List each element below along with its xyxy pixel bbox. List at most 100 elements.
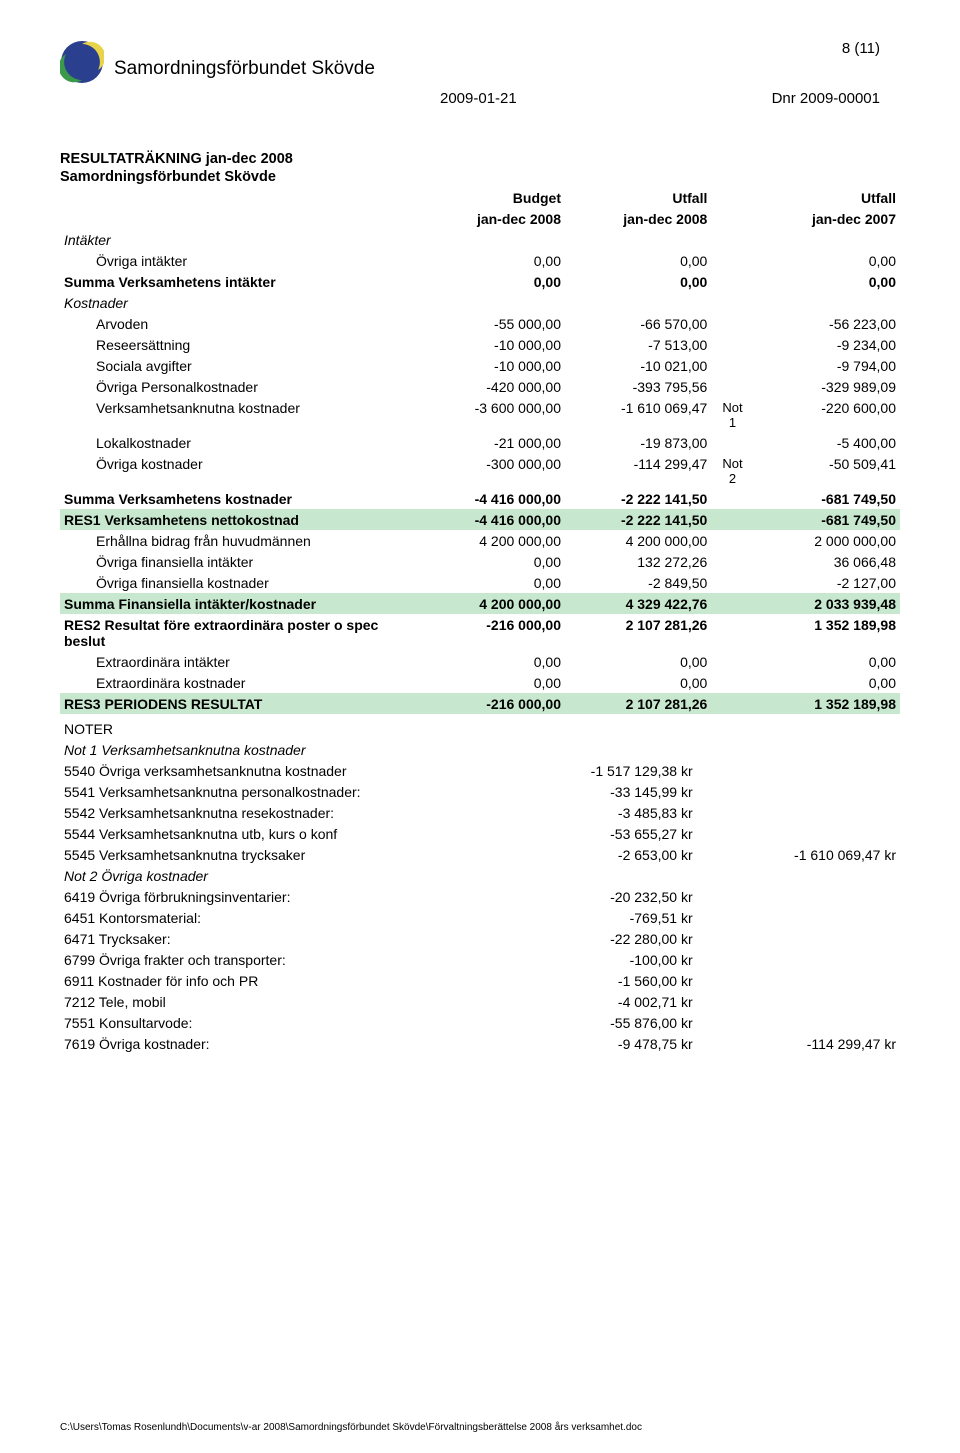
row-c1: -216 000,00 (418, 614, 565, 651)
row-c3: 0,00 (754, 271, 900, 292)
row-note (711, 593, 753, 614)
row-label: Arvoden (60, 313, 418, 334)
col3-bot: jan-dec 2007 (754, 208, 900, 229)
note2-row-val: -1 560,00 kr (505, 970, 696, 991)
row-c3: -9 794,00 (754, 355, 900, 376)
note2-row-val: -22 280,00 kr (505, 928, 696, 949)
row-note (711, 614, 753, 651)
row-note (711, 488, 753, 509)
note2-row-sum (697, 949, 900, 970)
row-note (711, 672, 753, 693)
row-label: Övriga finansiella intäkter (60, 551, 418, 572)
row-c2: 0,00 (565, 651, 711, 672)
row-c3: -329 989,09 (754, 376, 900, 397)
org-logo (60, 40, 104, 84)
note1-row-val: -33 145,99 kr (505, 781, 696, 802)
row-label: Verksamhetsanknutna kostnader (60, 397, 418, 432)
row-label: Summa Verksamhetens kostnader (60, 488, 418, 509)
row-c3: 2 033 939,48 (754, 593, 900, 614)
row-c3: -681 749,50 (754, 509, 900, 530)
row-c2: -66 570,00 (565, 313, 711, 334)
row-note (711, 355, 753, 376)
result-table: Budget Utfall Utfall jan-dec 2008 jan-de… (60, 187, 900, 714)
row-c1: -4 416 000,00 (418, 509, 565, 530)
row-c2: -1 610 069,47 (565, 397, 711, 432)
note1-row-val: -1 517 129,38 kr (505, 760, 696, 781)
row-c3: -9 234,00 (754, 334, 900, 355)
note2-row-sum (697, 907, 900, 928)
row-c3: -681 749,50 (754, 488, 900, 509)
row-c2: 2 107 281,26 (565, 693, 711, 714)
note2-row-sum (697, 886, 900, 907)
note2-row-val: -4 002,71 kr (505, 991, 696, 1012)
row-c3: -220 600,00 (754, 397, 900, 432)
row-note (711, 313, 753, 334)
note1-row-label: 5542 Verksamhetsanknutna resekostnader: (60, 802, 505, 823)
note1-row-val: -53 655,27 kr (505, 823, 696, 844)
row-c2: -10 021,00 (565, 355, 711, 376)
org-name: Samordningsförbundet Skövde (114, 40, 375, 80)
row-note (711, 651, 753, 672)
row-c2: 0,00 (565, 672, 711, 693)
row-c1: -300 000,00 (418, 453, 565, 488)
row-note (711, 432, 753, 453)
row-c1: -3 600 000,00 (418, 397, 565, 432)
row-c3: -50 509,41 (754, 453, 900, 488)
row-c1: -21 000,00 (418, 432, 565, 453)
row-c3: 0,00 (754, 250, 900, 271)
col1-top: Budget (418, 187, 565, 208)
row-label: Sociala avgifter (60, 355, 418, 376)
section-kostnader: Kostnader (60, 292, 418, 313)
row-label: Extraordinära kostnader (60, 672, 418, 693)
row-note (711, 693, 753, 714)
row-c2: -2 222 141,50 (565, 488, 711, 509)
row-c3: 36 066,48 (754, 551, 900, 572)
note1-row-sum (697, 802, 900, 823)
note1-row-label: 5540 Övriga verksamhetsanknutna kostnade… (60, 760, 505, 781)
row-c1: -10 000,00 (418, 355, 565, 376)
row-label: Erhållna bidrag från huvudmännen (60, 530, 418, 551)
row-note (711, 376, 753, 397)
note2-title: Not 2 Övriga kostnader (60, 865, 505, 886)
note2-row-label: 6471 Trycksaker: (60, 928, 505, 949)
row-label: Övriga Personalkostnader (60, 376, 418, 397)
note1-title: Not 1 Verksamhetsanknutna kostnader (60, 739, 505, 760)
row-label: RES1 Verksamhetens nettokostnad (60, 509, 418, 530)
notes-header: NOTER (60, 718, 505, 739)
row-note (711, 271, 753, 292)
note2-row-sum: -114 299,47 kr (697, 1033, 900, 1054)
row-c1: -55 000,00 (418, 313, 565, 334)
row-c2: 132 272,26 (565, 551, 711, 572)
row-c2: -19 873,00 (565, 432, 711, 453)
row-note (711, 250, 753, 271)
note1-row-sum (697, 760, 900, 781)
note1-row-sum (697, 781, 900, 802)
col2-bot: jan-dec 2008 (565, 208, 711, 229)
doc-date: 2009-01-21 (440, 90, 517, 107)
row-note: Not1 (711, 397, 753, 432)
row-label: Extraordinära intäkter (60, 651, 418, 672)
row-c3: 1 352 189,98 (754, 614, 900, 651)
row-label: Lokalkostnader (60, 432, 418, 453)
note2-row-sum (697, 1012, 900, 1033)
note2-row-label: 6911 Kostnader för info och PR (60, 970, 505, 991)
note2-row-label: 7619 Övriga kostnader: (60, 1033, 505, 1054)
row-c2: -7 513,00 (565, 334, 711, 355)
row-c1: -216 000,00 (418, 693, 565, 714)
note2-row-sum (697, 991, 900, 1012)
note2-row-label: 7212 Tele, mobil (60, 991, 505, 1012)
row-c2: 0,00 (565, 271, 711, 292)
note2-row-label: 6451 Kontorsmaterial: (60, 907, 505, 928)
col2-top: Utfall (565, 187, 711, 208)
row-note (711, 551, 753, 572)
row-c1: 0,00 (418, 572, 565, 593)
row-label: RES2 Resultat före extraordinära poster … (60, 614, 418, 651)
doc-dnr: Dnr 2009-00001 (772, 90, 880, 107)
doc-title: RESULTATRÄKNING jan-dec 2008 (60, 151, 900, 167)
note2-row-sum (697, 970, 900, 991)
row-c1: 0,00 (418, 672, 565, 693)
row-c3: -2 127,00 (754, 572, 900, 593)
note2-row-val: -769,51 kr (505, 907, 696, 928)
row-label: Övriga kostnader (60, 453, 418, 488)
notes-table: NOTERNot 1 Verksamhetsanknutna kostnader… (60, 718, 900, 1054)
